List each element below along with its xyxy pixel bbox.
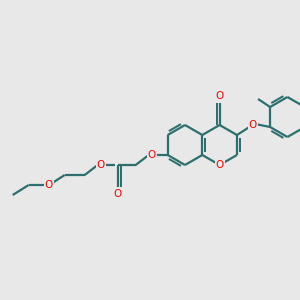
Text: O: O <box>45 180 53 190</box>
Text: O: O <box>215 91 224 101</box>
Text: O: O <box>215 160 224 170</box>
Text: O: O <box>148 150 156 160</box>
Text: O: O <box>114 189 122 199</box>
Text: O: O <box>249 120 257 130</box>
Text: O: O <box>97 160 105 170</box>
